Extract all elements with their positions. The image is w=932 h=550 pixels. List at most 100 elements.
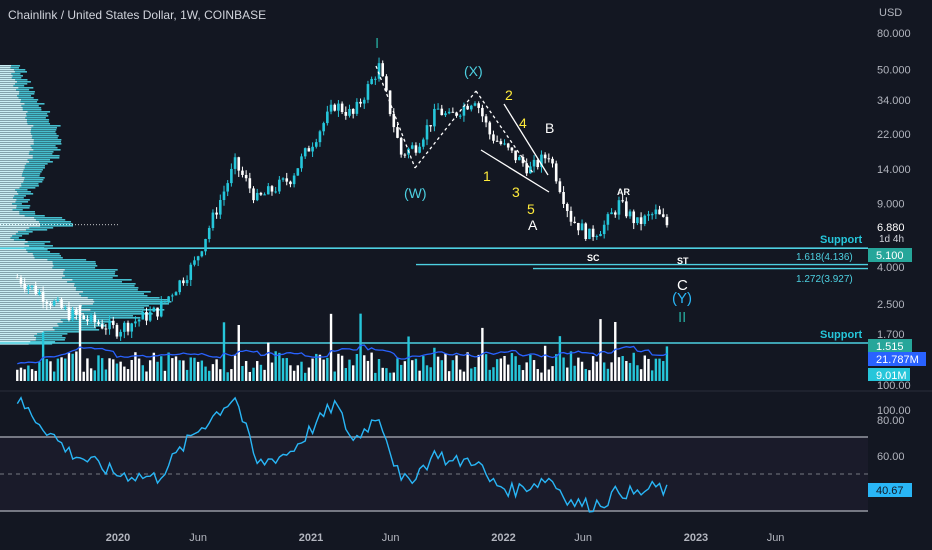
volume-bar bbox=[610, 362, 613, 381]
candle-body bbox=[444, 113, 447, 116]
volume-profile-row-inner bbox=[0, 183, 22, 185]
candle-body bbox=[137, 319, 141, 322]
candle-body bbox=[521, 157, 525, 164]
time-axis-label: Jun bbox=[767, 532, 785, 544]
volume-bar bbox=[52, 371, 56, 381]
wave-I-label: I bbox=[375, 35, 379, 52]
volume-ma-label: 21.787M bbox=[876, 354, 919, 366]
volume-bar bbox=[148, 360, 152, 381]
candle-body bbox=[134, 321, 137, 324]
wave-C-label: C bbox=[677, 277, 688, 294]
volume-profile-row-inner bbox=[0, 325, 59, 327]
volume-bar bbox=[285, 358, 288, 381]
volume-bar bbox=[311, 358, 314, 381]
candle-body bbox=[200, 251, 204, 257]
volume-profile-row-inner bbox=[0, 195, 15, 197]
candle-body bbox=[45, 302, 49, 304]
volume-profile-row-inner bbox=[0, 233, 16, 235]
candle-body bbox=[351, 108, 355, 114]
candle-body bbox=[52, 301, 56, 306]
volume-bar bbox=[244, 361, 248, 381]
volume-profile-row-inner bbox=[0, 335, 35, 337]
candle-body bbox=[451, 111, 455, 113]
volume-profile-row-inner bbox=[0, 69, 14, 71]
price-tick-4: 4.000 bbox=[877, 262, 905, 274]
candle-body bbox=[366, 84, 370, 100]
wave-5-label: 5 bbox=[527, 201, 535, 217]
candle-body bbox=[458, 115, 462, 117]
volume-bar bbox=[211, 364, 215, 381]
candle-body bbox=[580, 223, 584, 231]
volume-profile-row-inner bbox=[0, 177, 25, 179]
candle-body bbox=[274, 191, 277, 193]
volume-profile-row-inner bbox=[0, 323, 58, 325]
volume-bar bbox=[440, 360, 443, 381]
volume-bar bbox=[429, 367, 432, 381]
volume-bar bbox=[318, 354, 322, 381]
volume-profile-row-inner bbox=[0, 141, 34, 143]
time-axis-label: 2023 bbox=[684, 532, 708, 544]
rsi-panel bbox=[0, 390, 932, 512]
volume-profile-row-inner bbox=[0, 257, 35, 259]
volume-bar bbox=[126, 369, 130, 381]
price-tick-label: 34.000 bbox=[877, 95, 911, 107]
fib-1272-label: 1.272(3.927) bbox=[796, 274, 853, 285]
volume-bar bbox=[233, 355, 237, 381]
volume-bar bbox=[215, 359, 218, 381]
candle-body bbox=[337, 103, 340, 111]
candle-body bbox=[613, 212, 617, 215]
wyckoff-st-label: ST bbox=[677, 256, 689, 266]
candle-body bbox=[126, 322, 130, 332]
candle-body bbox=[599, 234, 602, 237]
volume-bar bbox=[569, 351, 573, 381]
volume-profile-row-inner bbox=[0, 185, 22, 187]
volume-profile-row-inner bbox=[0, 179, 24, 181]
candle-body bbox=[470, 105, 473, 110]
candle-body bbox=[71, 309, 74, 320]
rsi-label-100: 100.00 bbox=[877, 405, 911, 417]
candle-body bbox=[484, 116, 488, 123]
volume-bar bbox=[267, 342, 270, 381]
volume-bar bbox=[573, 365, 576, 381]
volume-profile-row-inner bbox=[0, 201, 16, 203]
volume-bar bbox=[123, 366, 126, 381]
candle-body bbox=[492, 134, 495, 141]
volume-profile-row-inner bbox=[0, 65, 12, 67]
volume-profile-row-inner bbox=[0, 273, 64, 275]
volume-profile-row-inner bbox=[0, 291, 83, 293]
volume-bar bbox=[196, 361, 200, 381]
volume-bar bbox=[555, 354, 558, 381]
candle-body bbox=[610, 212, 613, 215]
volume-profile-row-inner bbox=[0, 341, 31, 343]
candle-body bbox=[414, 145, 418, 153]
volume-profile-row-inner bbox=[0, 89, 17, 91]
candle-body bbox=[259, 192, 263, 195]
candle-body bbox=[230, 168, 233, 184]
wyckoff-sc-label: SC bbox=[587, 253, 600, 263]
candle-body bbox=[159, 301, 163, 317]
wave-line bbox=[375, 65, 416, 169]
wyckoff-ar-label: AR bbox=[617, 187, 630, 197]
candle-body bbox=[263, 194, 266, 196]
volume-bar bbox=[521, 370, 525, 381]
volume-bar bbox=[303, 372, 307, 381]
volume-bar bbox=[49, 361, 52, 381]
volume-profile-row-inner bbox=[0, 147, 32, 149]
candle-body bbox=[647, 214, 650, 216]
volume-profile-row-inner bbox=[0, 281, 68, 283]
volume-bar bbox=[152, 352, 156, 381]
support-price-label: 5.100 bbox=[876, 250, 904, 262]
candle-body bbox=[477, 103, 480, 108]
candle-body bbox=[547, 158, 551, 160]
volume-bar bbox=[137, 358, 141, 381]
volume-bar bbox=[115, 363, 119, 381]
volume-bar bbox=[171, 358, 174, 381]
volume-profile-row-inner bbox=[0, 197, 14, 199]
volume-bar bbox=[89, 368, 93, 381]
volume-profile-row-inner bbox=[0, 319, 61, 321]
volume-bar bbox=[355, 353, 359, 381]
volume-profile-row-inner bbox=[0, 277, 63, 279]
volume-bar bbox=[359, 313, 362, 381]
candle-body bbox=[577, 222, 580, 231]
